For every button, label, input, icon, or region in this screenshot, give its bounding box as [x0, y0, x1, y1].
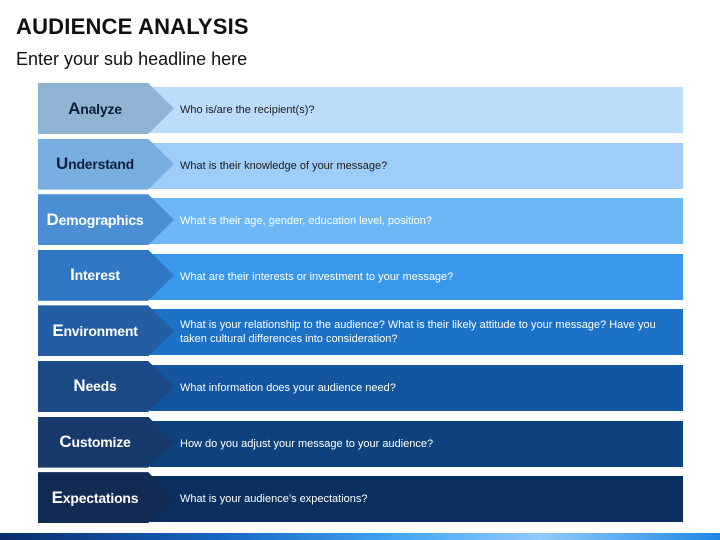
- row-bar: [150, 309, 683, 356]
- chevron-demographics: Demographics: [38, 194, 174, 246]
- chevron-label: Demographics: [46, 209, 144, 229]
- row-understand: Understand What is their knowledge of yo…: [38, 138, 683, 190]
- row-bar: [150, 253, 683, 300]
- chevron-label: Needs: [73, 376, 117, 396]
- row-description: What is their age, gender, education lev…: [180, 215, 432, 228]
- chevron-label: Interest: [70, 265, 120, 285]
- chevron-label: Analyze: [68, 98, 122, 118]
- chevron-analyze: Analyze: [38, 83, 174, 134]
- chevron-label: Environment: [52, 320, 138, 340]
- row-description: What information does your audience need…: [180, 381, 396, 394]
- chevron-environment: Environment: [38, 305, 174, 357]
- row-description: What is your relationship to the audienc…: [180, 319, 656, 346]
- chevron-needs: Needs: [38, 360, 174, 412]
- analysis-rows: Analyze Who is/are the recipient(s)? Und…: [38, 83, 683, 528]
- bottom-decorative-band: [0, 533, 720, 540]
- row-bar: [150, 420, 683, 467]
- page-subtitle: Enter your sub headline here: [16, 49, 248, 69]
- row-description: What is your audience’s expectations?: [180, 493, 368, 506]
- row-expectations: Expectations What is your audience’s exp…: [38, 472, 683, 524]
- row-bar: [150, 142, 683, 189]
- chevron-label: Expectations: [51, 487, 139, 507]
- row-interest: Interest What are their interests or inv…: [38, 249, 683, 301]
- row-description: What are their interests or investment t…: [180, 270, 454, 283]
- chevron-customize: Customize: [38, 416, 174, 468]
- row-bar: [150, 198, 683, 245]
- chevron-understand: Understand: [38, 138, 174, 190]
- row-demographics: Demographics What is their age, gender, …: [38, 194, 683, 246]
- row-needs: Needs What information does your audienc…: [38, 360, 683, 412]
- page-title: AUDIENCE ANALYSIS: [16, 14, 249, 39]
- chevron-interest: Interest: [38, 249, 174, 301]
- row-bar: [150, 364, 683, 411]
- row-environment: Environment What is your relationship to…: [38, 305, 683, 357]
- row-description: What is their knowledge of your message?: [180, 159, 388, 172]
- row-customize: Customize How do you adjust your message…: [38, 416, 683, 468]
- chevron-label: Understand: [56, 154, 134, 174]
- row-bar: [150, 476, 683, 523]
- row-description: Who is/are the recipient(s)?: [180, 104, 315, 116]
- row-analyze: Analyze Who is/are the recipient(s)?: [38, 83, 683, 134]
- chevron-expectations: Expectations: [38, 472, 174, 524]
- chevron-label: Customize: [59, 432, 131, 452]
- row-description: How do you adjust your message to your a…: [180, 437, 434, 450]
- row-bar: [150, 87, 683, 133]
